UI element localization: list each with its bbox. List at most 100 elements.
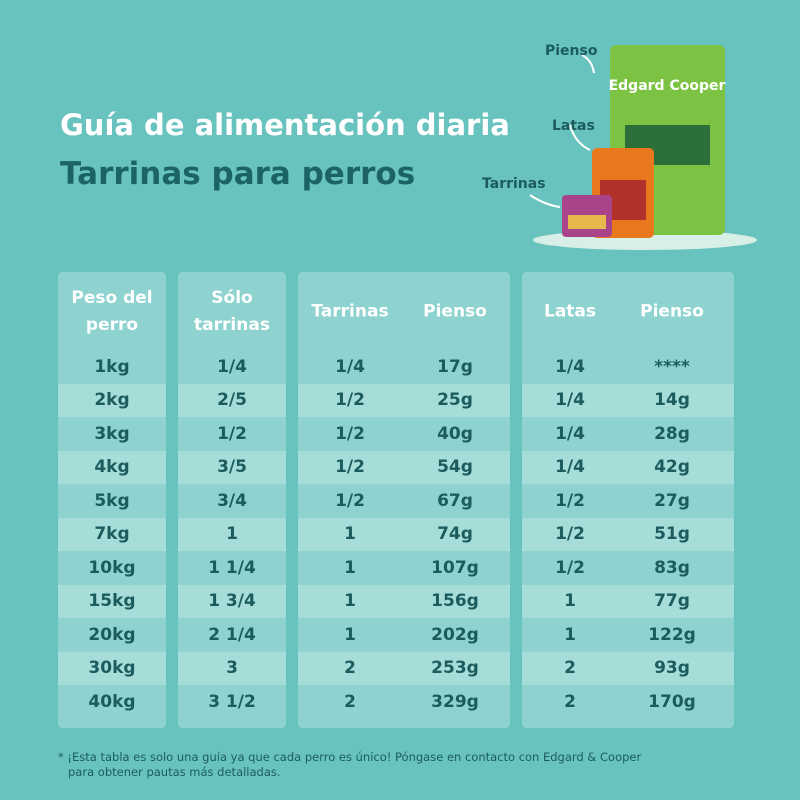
label-tarrinas: Tarrinas [482, 176, 546, 192]
title: Guía de alimentación diaria [60, 108, 510, 142]
table-cell: 1/2 [335, 390, 365, 411]
row-stripe [522, 651, 734, 685]
row-stripe [178, 450, 286, 484]
table-cell: 67g [437, 490, 473, 511]
column-header: Latas [543, 301, 597, 322]
table-cell: 1 [564, 591, 576, 612]
table-cell: 5kg [94, 490, 130, 511]
row-stripe [58, 584, 166, 618]
column-header: Pienso [423, 301, 487, 322]
brand: Edgard Cooper [609, 78, 726, 94]
subtitle: Tarrinas para perros [60, 156, 416, 192]
label-pienso: Pienso [545, 43, 598, 59]
table-cell: 3/5 [217, 457, 247, 478]
table-cell: 1/2 [217, 423, 247, 444]
table-cell: 40kg [88, 691, 136, 712]
table-cell: 156g [431, 591, 479, 612]
row-stripe [522, 383, 734, 417]
label-latas: Latas [552, 118, 595, 134]
table-cell: 17g [437, 356, 473, 377]
table-cell: **** [654, 356, 690, 377]
table-cell: 1/2 [335, 490, 365, 511]
table-cell: 30kg [88, 658, 136, 679]
table-cell: 77g [654, 591, 690, 612]
table-cell: 2 [344, 691, 356, 712]
row-stripe [58, 651, 166, 685]
table-cell: 83g [654, 557, 690, 578]
table-cell: 1 [344, 624, 356, 645]
table-cell: 3 [226, 658, 238, 679]
table-cell: 54g [437, 457, 473, 478]
footnote: para obtener pautas más detalladas. [68, 765, 281, 779]
row-stripe [298, 383, 510, 417]
table-cell: 14g [654, 390, 690, 411]
table-cell: 1/4 [217, 356, 247, 377]
table-cell: 28g [654, 423, 690, 444]
table-cell: 3/4 [217, 490, 247, 511]
row-stripe [178, 584, 286, 618]
column-header: Tarrinas [311, 301, 389, 322]
table-cell: 1 [344, 591, 356, 612]
table-cell: 4kg [94, 457, 130, 478]
row-stripe [178, 383, 286, 417]
table-cell: 93g [654, 658, 690, 679]
product-illustration: Edgard Cooper Pienso Latas Tarrinas [482, 43, 757, 250]
table-cell: 170g [648, 691, 696, 712]
table-cell: 107g [431, 557, 479, 578]
table-cell: 1 1/4 [208, 557, 256, 578]
table-cell: 1/2 [335, 423, 365, 444]
row-stripe [522, 450, 734, 484]
table-cell: 253g [431, 658, 479, 679]
table-cell: 329g [431, 691, 479, 712]
row-stripe [522, 584, 734, 618]
table-cell: 1/4 [335, 356, 365, 377]
column-header: Pienso [640, 301, 704, 322]
table-cell: 25g [437, 390, 473, 411]
table-cell: 122g [648, 624, 696, 645]
table-cell: 10kg [88, 557, 136, 578]
row-stripe [298, 517, 510, 551]
table-cell: 3 1/2 [208, 691, 256, 712]
table-cell: 1/4 [555, 356, 585, 377]
table-cell: 27g [654, 490, 690, 511]
table-cell: 2/5 [217, 390, 247, 411]
table-cell: 1 [344, 524, 356, 545]
table-cell: 3kg [94, 423, 130, 444]
table-cell: 1/2 [335, 457, 365, 478]
table-cell: 1 [226, 524, 238, 545]
row-stripe [298, 584, 510, 618]
column-header: Sólo tarrinas [194, 288, 270, 335]
row-stripe [58, 450, 166, 484]
table-cell: 1kg [94, 356, 130, 377]
table-cell: 2kg [94, 390, 130, 411]
table-cell: 7kg [94, 524, 130, 545]
table-cell: 42g [654, 457, 690, 478]
table-cell: 1/4 [555, 390, 585, 411]
table-cell: 2 [564, 658, 576, 679]
table-cell: 40g [437, 423, 473, 444]
row-stripe [58, 517, 166, 551]
column-header: Peso del perro [71, 288, 153, 335]
table-cell: 1 3/4 [208, 591, 256, 612]
table-cell: 1/4 [555, 423, 585, 444]
table-cell: 51g [654, 524, 690, 545]
row-stripe [298, 651, 510, 685]
table-cell: 20kg [88, 624, 136, 645]
row-stripe [298, 450, 510, 484]
table-cell: 15kg [88, 591, 136, 612]
footnote: * ¡Esta tabla es solo una guía ya que ca… [58, 750, 642, 764]
table-cell: 1/2 [555, 490, 585, 511]
table-cell: 2 1/4 [208, 624, 256, 645]
table-cell: 2 [564, 691, 576, 712]
table-cell: 1/2 [555, 557, 585, 578]
row-stripe [178, 517, 286, 551]
table-cell: 74g [437, 524, 473, 545]
table-cell: 1/2 [555, 524, 585, 545]
table-cell: 1/4 [555, 457, 585, 478]
row-stripe [178, 651, 286, 685]
table-cell: 2 [344, 658, 356, 679]
row-stripe [522, 517, 734, 551]
table-cell: 202g [431, 624, 479, 645]
table-cell: 1 [564, 624, 576, 645]
